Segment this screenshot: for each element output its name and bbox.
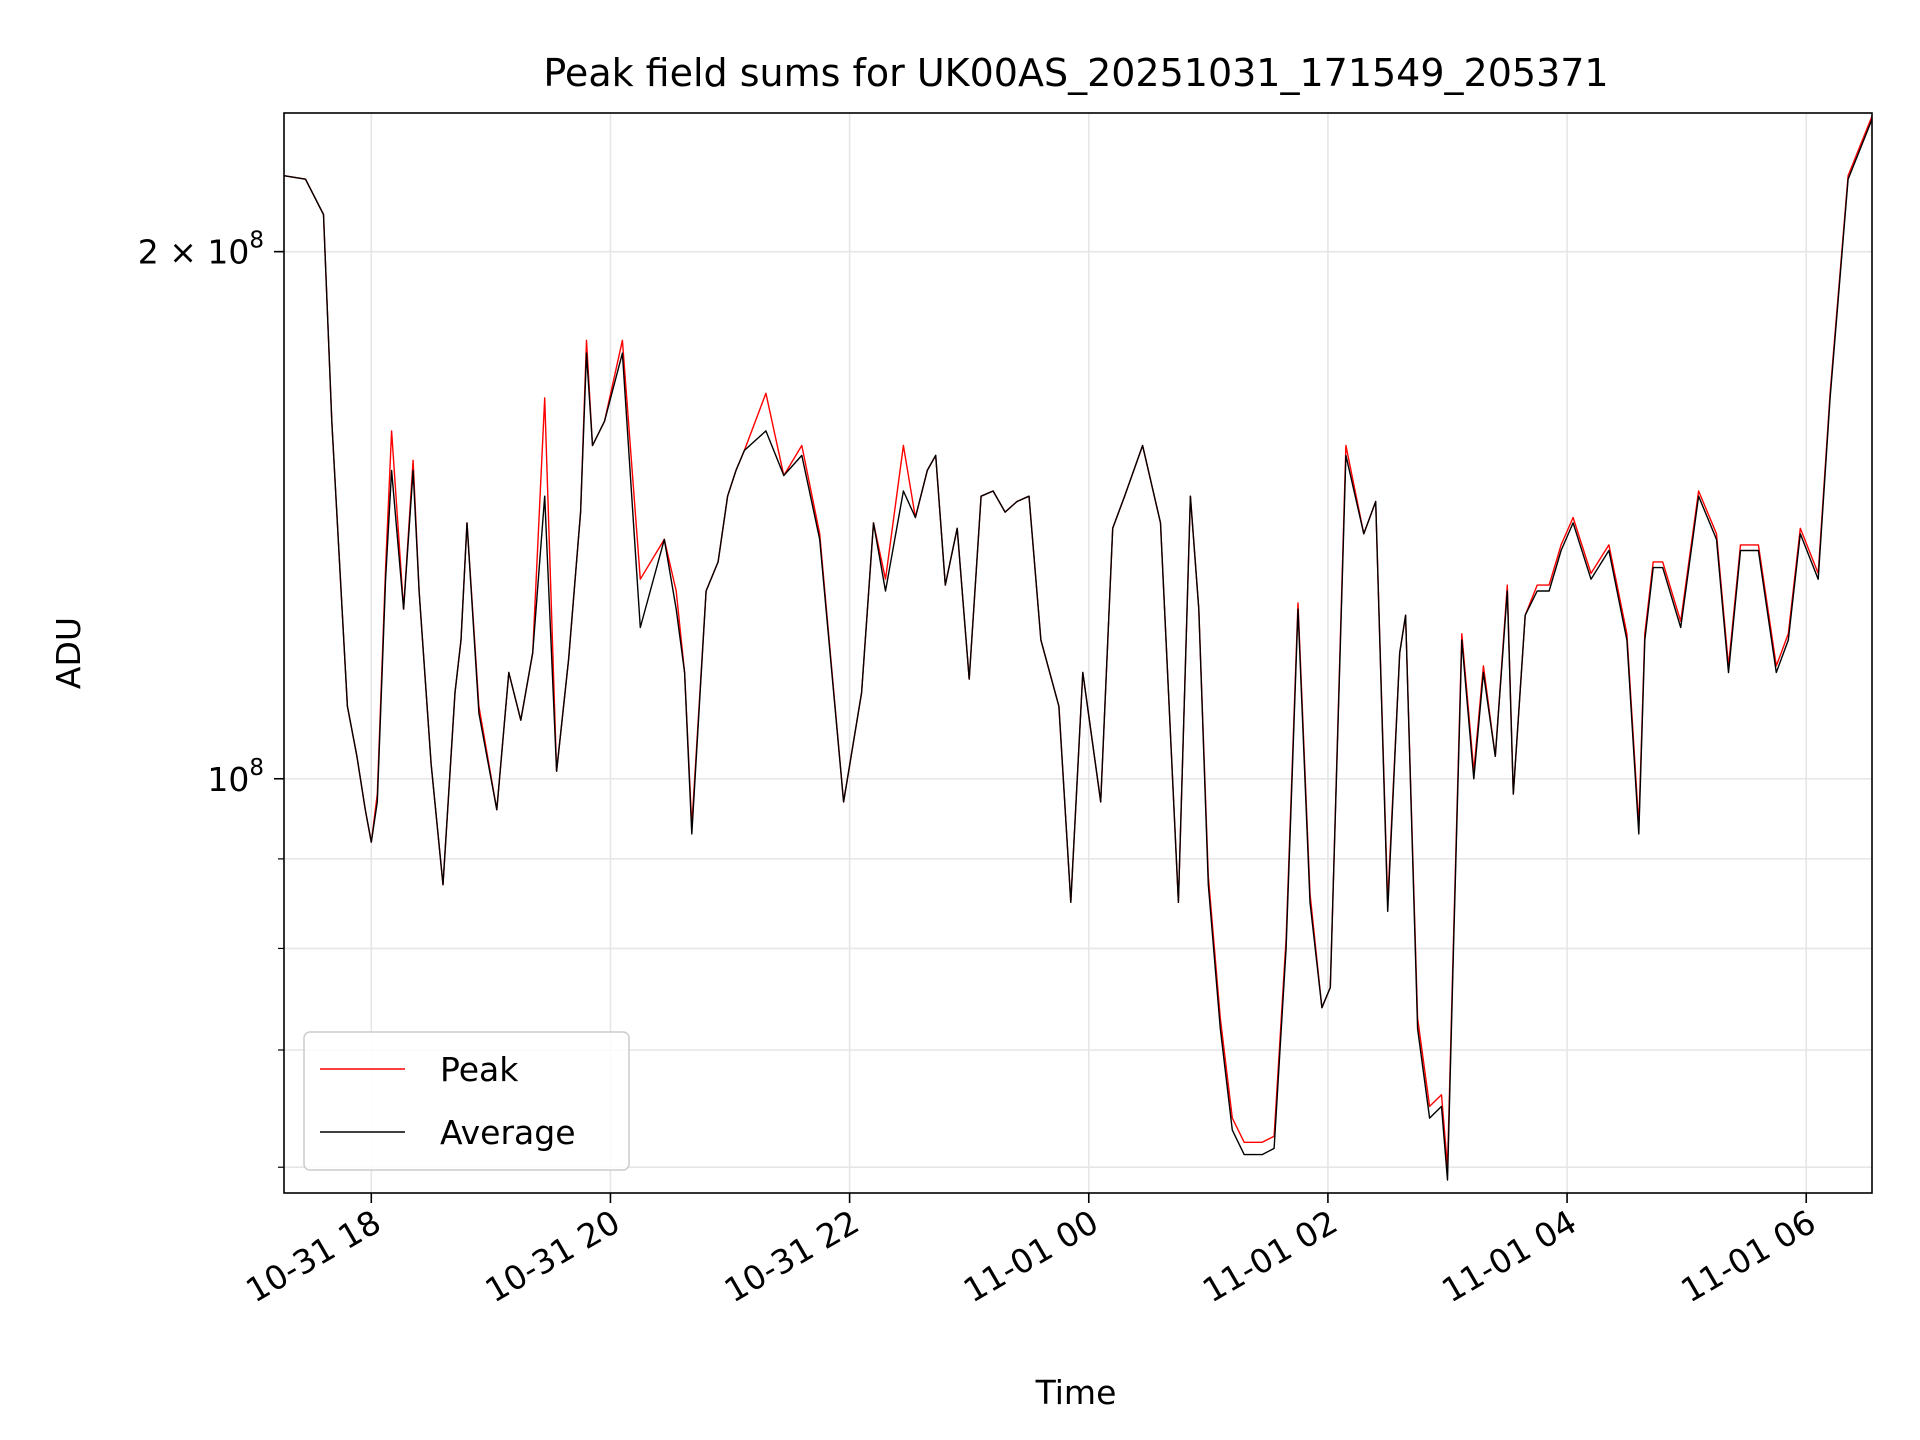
- y-tick-exponent: 8: [249, 228, 264, 254]
- legend: Peak Average: [303, 1031, 630, 1171]
- legend-label-average: Average: [440, 1113, 576, 1152]
- y-tick-exponent: 8: [249, 755, 264, 781]
- chart-title: Peak field sums for UK00AS_20251031_1715…: [543, 51, 1608, 95]
- y-tick-base: 10: [207, 760, 249, 799]
- y-tick-label: 2 × 108: [138, 228, 264, 272]
- y-axis-label: ADU: [49, 617, 88, 689]
- legend-box: [303, 1031, 630, 1171]
- series-layer: [283, 115, 1873, 1181]
- x-axis-label: Time: [1035, 1373, 1117, 1412]
- series-line-average: [283, 119, 1873, 1181]
- legend-label-peak: Peak: [440, 1050, 519, 1089]
- y-tick-base: 2 × 10: [138, 233, 250, 272]
- grid: [284, 113, 1872, 1193]
- y-tick-label: 108: [207, 755, 264, 799]
- plot-frame: [283, 112, 1873, 1194]
